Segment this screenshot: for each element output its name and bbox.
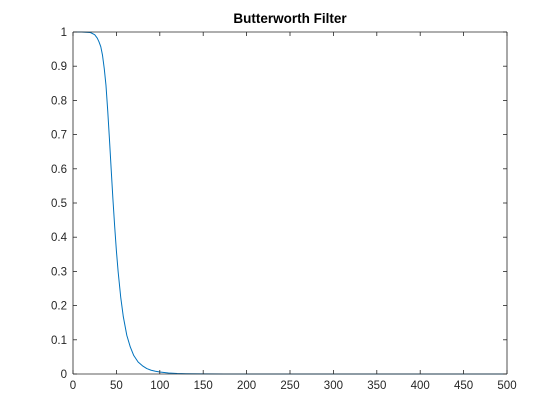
x-tick-label: 400 (411, 380, 430, 392)
plot-area (73, 32, 507, 374)
y-tick-label: 0.9 (51, 61, 67, 73)
x-tick-label: 250 (280, 380, 299, 392)
y-tick-label: 0.7 (51, 130, 67, 142)
y-tick-label: 0.3 (51, 266, 67, 278)
x-tick-label: 450 (454, 380, 473, 392)
y-tick-label: 0.2 (51, 301, 67, 313)
x-tick-label: 350 (367, 380, 386, 392)
y-tick-label: 1 (61, 27, 67, 39)
x-tick-label: 100 (150, 380, 169, 392)
x-tick-label: 0 (70, 380, 76, 392)
x-tick-label: 200 (237, 380, 256, 392)
y-tick-label: 0.6 (51, 164, 67, 176)
y-tick-label: 0.5 (51, 198, 67, 210)
x-tick-label: 150 (194, 380, 213, 392)
x-tick-label: 500 (497, 380, 516, 392)
y-tick-label: 0.8 (51, 95, 67, 107)
x-tick-label: 50 (110, 380, 123, 392)
y-tick-label: 0.4 (51, 232, 68, 244)
y-tick-label: 0 (61, 369, 67, 381)
y-tick-label: 0.1 (51, 335, 67, 347)
ticks-layer: 0 50 100 150 200 250 300 350 400 450 500 0 0.1 0.2 0.3… (51, 27, 517, 392)
x-tick-label: 300 (324, 380, 343, 392)
chart-title: Butterworth Filter (233, 11, 347, 26)
